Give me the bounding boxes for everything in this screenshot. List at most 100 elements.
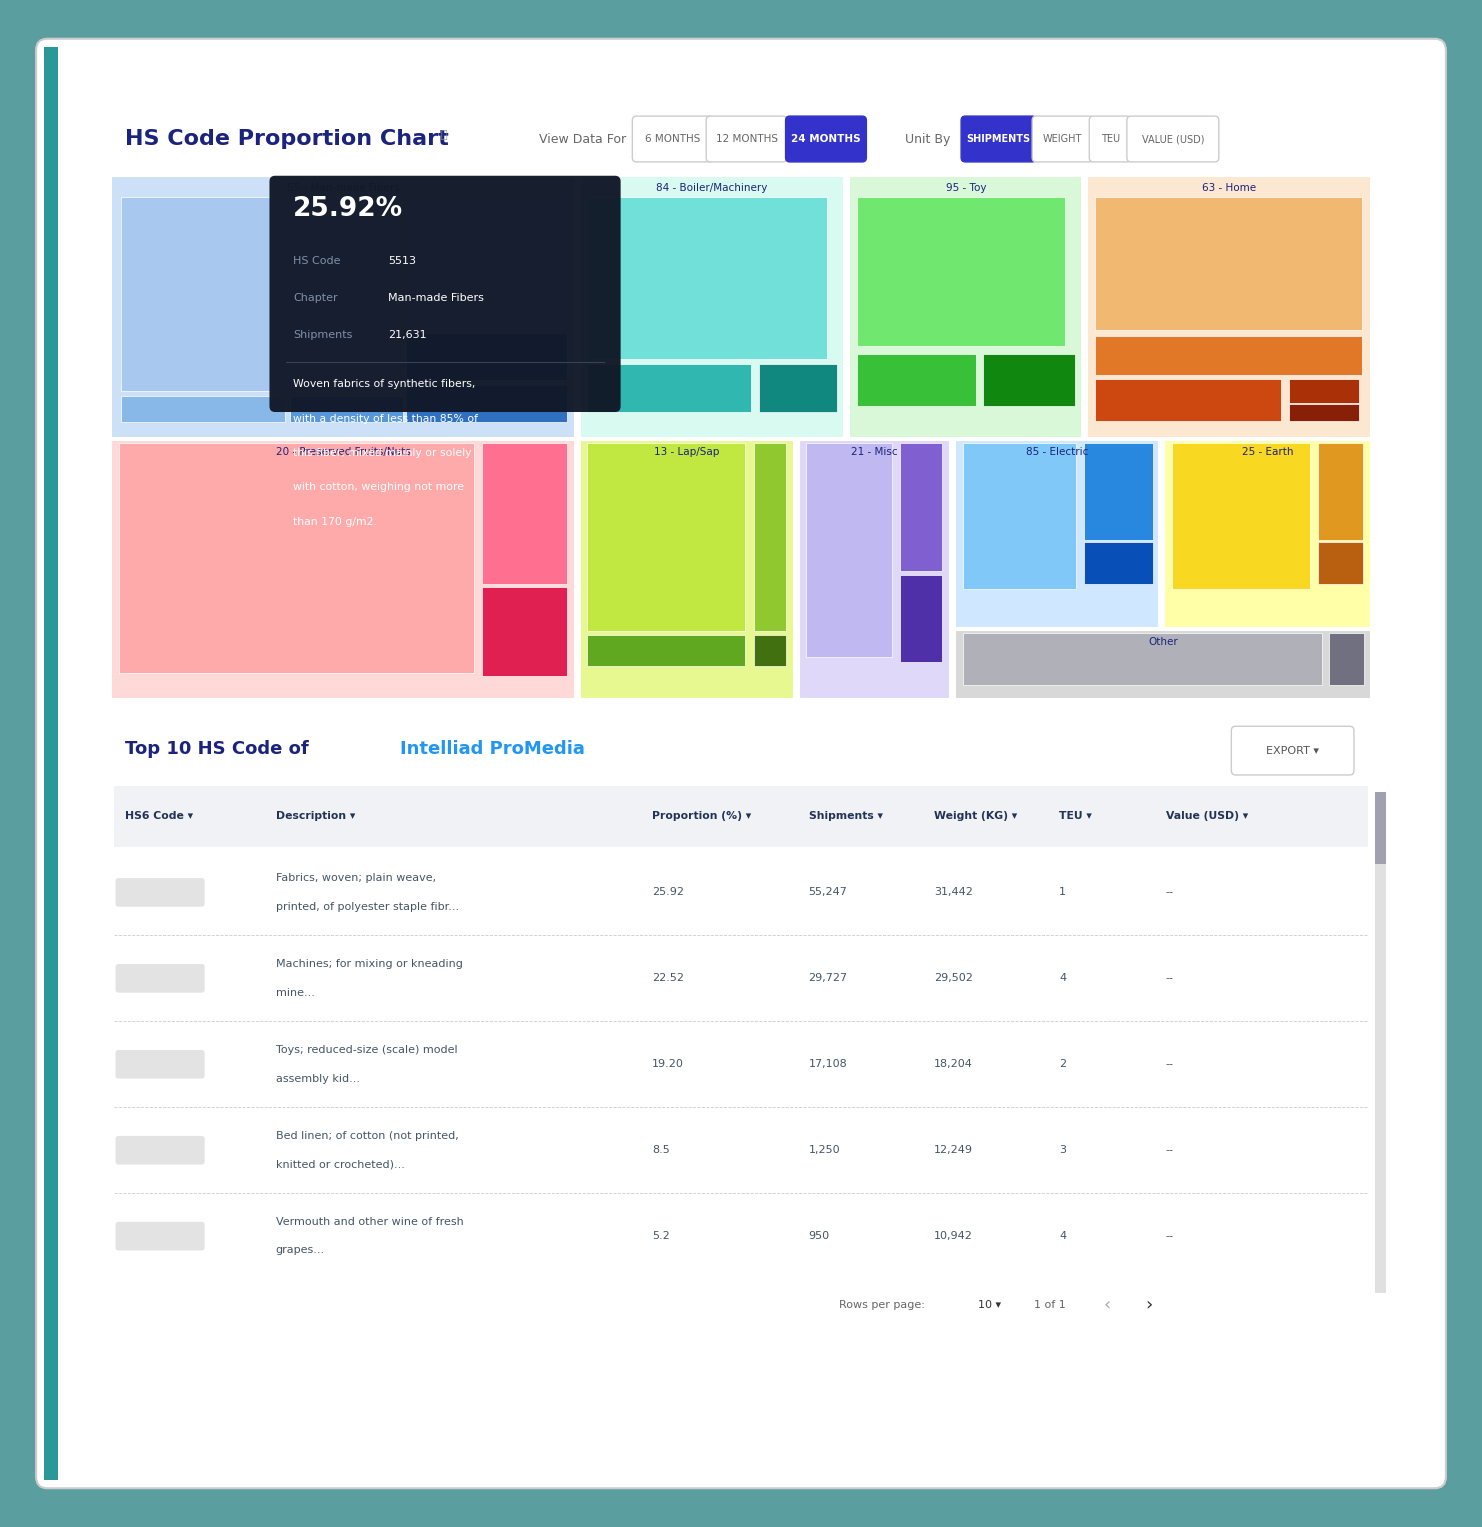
Text: TEU: TEU (1101, 134, 1120, 144)
Bar (587, 443, 745, 631)
Text: Proportion (%) ▾: Proportion (%) ▾ (652, 811, 751, 822)
Text: Shipments: Shipments (293, 330, 353, 341)
Text: 21,631: 21,631 (388, 330, 427, 341)
Bar (587, 365, 751, 411)
FancyBboxPatch shape (705, 116, 787, 162)
Text: with cotton, weighing not more: with cotton, weighing not more (293, 483, 464, 492)
FancyBboxPatch shape (116, 964, 205, 993)
Text: 5.2: 5.2 (652, 1231, 670, 1241)
FancyBboxPatch shape (116, 1136, 205, 1165)
Text: Fabrics, woven; plain weave,: Fabrics, woven; plain weave, (276, 873, 436, 883)
FancyBboxPatch shape (633, 116, 713, 162)
Text: 4: 4 (1060, 1231, 1067, 1241)
Text: --: -- (1166, 1231, 1174, 1241)
Text: 22.52: 22.52 (652, 973, 683, 983)
Bar (122, 197, 399, 391)
Bar (1375, 793, 1386, 864)
Text: 63 - Home: 63 - Home (1202, 183, 1257, 194)
Text: 10 ▾: 10 ▾ (978, 1299, 1000, 1310)
Text: knitted or crocheted)...: knitted or crocheted)... (276, 1159, 405, 1170)
Text: --: -- (1166, 887, 1174, 898)
Bar (111, 176, 575, 438)
Text: 12,249: 12,249 (934, 1145, 974, 1156)
Text: Shipments ▾: Shipments ▾ (809, 811, 883, 822)
Bar (119, 443, 474, 673)
Text: Man-made Fibers: Man-made Fibers (388, 293, 483, 304)
FancyBboxPatch shape (1031, 116, 1094, 162)
Text: assembly kid...: assembly kid... (276, 1073, 360, 1084)
Text: grapes...: grapes... (276, 1246, 325, 1255)
Text: 1: 1 (1060, 887, 1067, 898)
Text: with a density of less than 85% of: with a density of less than 85% of (293, 414, 479, 423)
Bar (900, 443, 943, 571)
Bar (482, 586, 568, 675)
Bar (954, 631, 1371, 699)
Bar (753, 443, 787, 631)
Text: ›: › (1146, 1296, 1153, 1313)
Bar (963, 443, 1076, 589)
Text: Rows per page:: Rows per page: (839, 1299, 925, 1310)
Text: Woven fabrics of synthetic fibers,: Woven fabrics of synthetic fibers, (293, 379, 476, 389)
FancyBboxPatch shape (962, 116, 1036, 162)
Text: 25.92: 25.92 (652, 887, 683, 898)
Bar (759, 365, 837, 411)
Bar (1289, 379, 1359, 403)
Bar (954, 440, 1159, 629)
Text: 31,442: 31,442 (934, 887, 972, 898)
Text: EXPORT ▾: EXPORT ▾ (1266, 745, 1319, 756)
FancyBboxPatch shape (36, 38, 1446, 1489)
Bar (406, 385, 568, 421)
Text: SHIPMENTS: SHIPMENTS (966, 134, 1031, 144)
Text: Other: Other (1149, 637, 1178, 647)
Bar (983, 354, 1074, 406)
Text: 6 MONTHS: 6 MONTHS (645, 134, 701, 144)
Text: 95 - Toy: 95 - Toy (946, 183, 986, 194)
Bar (1088, 176, 1371, 438)
Bar (1083, 542, 1153, 583)
Text: 12 MONTHS: 12 MONTHS (716, 134, 778, 144)
Bar (1095, 379, 1282, 421)
Text: 29,502: 29,502 (934, 973, 972, 983)
Bar (857, 354, 977, 406)
Bar (290, 395, 403, 421)
Bar (1289, 403, 1359, 421)
Text: Toys; reduced-size (scale) model: Toys; reduced-size (scale) model (276, 1044, 458, 1055)
Text: Bed linen; of cotton (not printed,: Bed linen; of cotton (not printed, (276, 1132, 458, 1141)
Bar (1317, 542, 1363, 583)
Text: mine...: mine... (276, 988, 314, 997)
Text: Description ▾: Description ▾ (276, 811, 356, 822)
Text: 2: 2 (1060, 1060, 1067, 1069)
Text: ‹: ‹ (1104, 1296, 1112, 1313)
Text: printed, of polyester staple fibr...: printed, of polyester staple fibr... (276, 902, 459, 912)
Text: 1 of 1: 1 of 1 (1033, 1299, 1066, 1310)
Bar (1083, 443, 1153, 539)
Text: Machines; for mixing or kneading: Machines; for mixing or kneading (276, 959, 462, 970)
Text: 8.5: 8.5 (652, 1145, 670, 1156)
FancyBboxPatch shape (116, 1222, 205, 1251)
Text: Value (USD) ▾: Value (USD) ▾ (1166, 811, 1248, 822)
Text: --: -- (1166, 1060, 1174, 1069)
Text: 20 - Preserved Fruits/Nuts: 20 - Preserved Fruits/Nuts (276, 447, 411, 458)
Bar (1095, 197, 1362, 330)
Text: 5513: 5513 (388, 257, 416, 266)
Bar (111, 440, 575, 699)
Text: 1,250: 1,250 (809, 1145, 840, 1156)
Bar (1165, 440, 1371, 629)
Bar (1329, 634, 1365, 686)
Bar (122, 395, 285, 421)
Text: 18,204: 18,204 (934, 1060, 972, 1069)
Bar (857, 197, 1064, 347)
Text: 3: 3 (1060, 1145, 1067, 1156)
Text: ⓘ: ⓘ (440, 130, 446, 139)
Bar (482, 443, 568, 583)
Text: HS6 Code ▾: HS6 Code ▾ (126, 811, 193, 822)
Bar (1172, 443, 1310, 589)
Text: --: -- (1166, 973, 1174, 983)
Bar (44, 47, 58, 1480)
Text: Top 10 HS Code of: Top 10 HS Code of (126, 741, 316, 759)
Text: TEU ▾: TEU ▾ (1060, 811, 1092, 822)
Text: Vermouth and other wine of fresh: Vermouth and other wine of fresh (276, 1217, 464, 1226)
Text: Weight (KG) ▾: Weight (KG) ▾ (934, 811, 1017, 822)
FancyBboxPatch shape (116, 878, 205, 907)
Bar (587, 635, 745, 666)
